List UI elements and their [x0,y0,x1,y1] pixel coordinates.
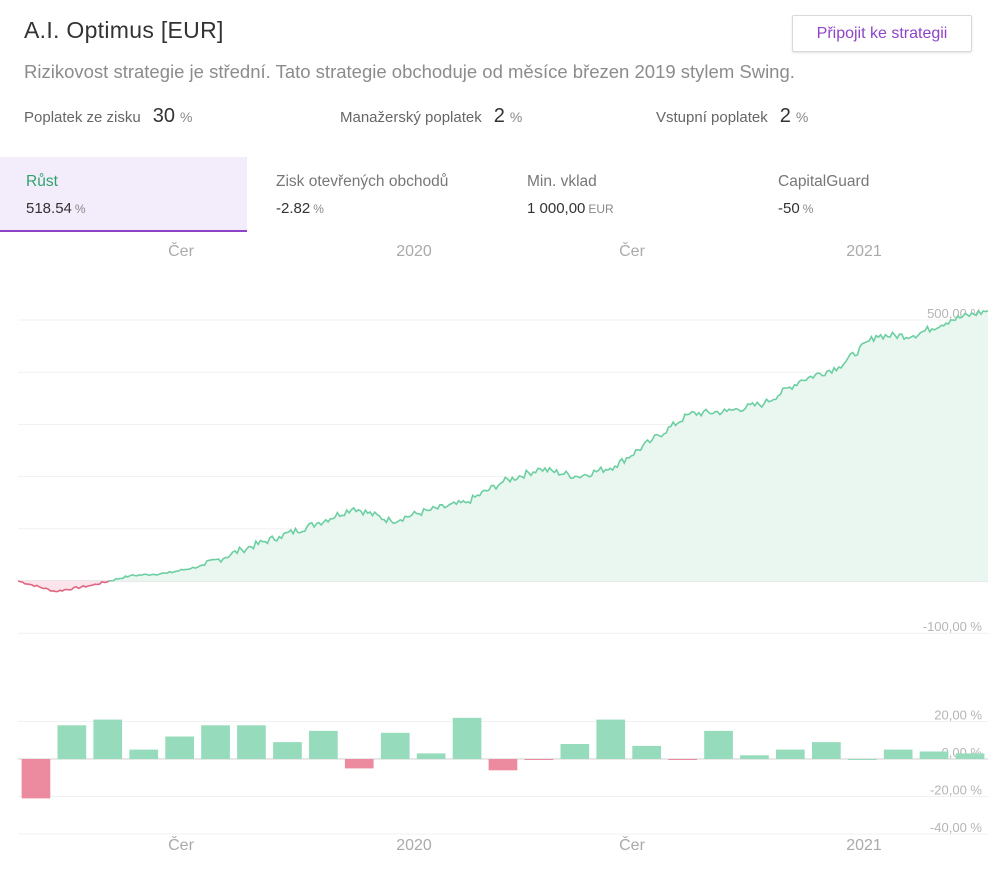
fee-label: Poplatek ze zisku [24,109,141,126]
monthly-bar [668,759,697,760]
stat-label: Min. vklad [527,173,597,190]
monthly-bar [883,749,913,759]
fee-unit: % [509,109,523,125]
monthly-bar [812,742,841,759]
bar-y-tick-label: -40,00 % [930,820,982,835]
monthly-bar [776,749,805,759]
monthly-bar [560,744,590,759]
monthly-bar [847,759,877,760]
stat-tab-growth[interactable]: Růst 518.54% [0,157,247,232]
monthly-bar [93,719,123,759]
monthly-bar [57,725,87,760]
stats-tabs: Růst 518.54% Zisk otevřených obchodů -2.… [0,157,1000,232]
join-strategy-button[interactable]: Připojit ke strategii [792,15,972,52]
page-title: A.I. Optimus [EUR] [24,17,224,43]
monthly-bar [344,759,374,769]
monthly-bar [129,749,159,759]
x-tick-label: Čer [168,837,194,854]
monthly-bar [740,755,769,760]
x-tick-label: Čer [619,243,645,260]
monthly-bar [273,742,302,759]
monthly-bar [21,759,51,799]
stat-tab-capitalguard[interactable]: CapitalGuard -50% [752,157,999,232]
fee-value: 30 [152,105,175,127]
growth-area-fill [108,310,988,581]
stat-unit: % [802,202,814,216]
growth-line [108,309,989,582]
stat-value: 518.54 [26,200,72,217]
monthly-bar [596,719,626,759]
fee-unit: % [795,109,809,125]
strategy-description: Rizikovost strategie je střední. Tato st… [24,61,795,82]
fees-row: Poplatek ze zisku 30 % Manažerský poplat… [0,105,1000,135]
stat-label: Růst [26,173,58,190]
stat-value-wrap: -2.82% [276,200,497,217]
fee-label: Manažerský poplatek [340,109,482,126]
monthly-bar [380,732,410,760]
fee-unit: % [179,109,193,125]
stat-unit: EUR [588,202,614,216]
monthly-bar [309,730,338,759]
monthly-bar [165,736,194,759]
management-fee: Manažerský poplatek 2 % [340,105,522,128]
x-tick-label: Čer [168,243,194,260]
stat-value-wrap: 518.54% [26,200,247,217]
stat-tab-min-deposit[interactable]: Min. vklad 1 000,00 EUR [501,157,748,232]
monthly-bar [416,753,446,759]
bar-y-tick-label: -20,00 % [930,783,982,798]
stat-label: CapitalGuard [778,173,870,190]
monthly-bar [955,753,985,759]
monthly-bar [524,759,554,760]
stat-unit: % [313,202,324,216]
drawdown-line [17,580,110,593]
monthly-bar [488,759,518,771]
monthly-bar [237,725,266,760]
stat-value: 1 000,00 [527,200,586,217]
stat-value-wrap: -50% [778,200,999,217]
x-axis-bottom: Čer 2020 Čer 2021 [0,837,1000,859]
drawdown-area-fill [18,581,109,592]
monthly-bar [704,730,733,759]
stat-value: -2.82 [276,200,311,217]
fee-value: 2 [493,105,505,127]
x-tick-label: 2021 [846,243,882,260]
y-tick-label: -100,00 % [923,619,983,634]
monthly-bar [919,751,949,759]
entry-fee: Vstupní poplatek 2 % [656,105,808,128]
stat-value-wrap: 1 000,00 EUR [527,200,748,217]
monthly-bar [201,725,230,760]
stat-unit: % [74,202,86,216]
stat-tab-open-profit[interactable]: Zisk otevřených obchodů -2.82% [250,157,497,232]
x-tick-label: Čer [619,837,645,854]
x-tick-label: 2020 [396,243,432,260]
x-tick-label: 2021 [846,837,882,854]
stat-label: Zisk otevřených obchodů [276,173,449,190]
fee-value: 2 [779,105,791,127]
monthly-bar [452,717,482,760]
fee-label: Vstupní poplatek [656,109,768,126]
monthly-bar [632,745,661,759]
x-tick-label: 2020 [396,837,432,854]
stat-value: -50 [778,200,800,217]
profit-fee: Poplatek ze zisku 30 % [24,105,192,128]
x-axis-top: Čer 2020 Čer 2021 [0,243,1000,265]
bar-y-tick-label: 20,00 % [934,708,982,723]
